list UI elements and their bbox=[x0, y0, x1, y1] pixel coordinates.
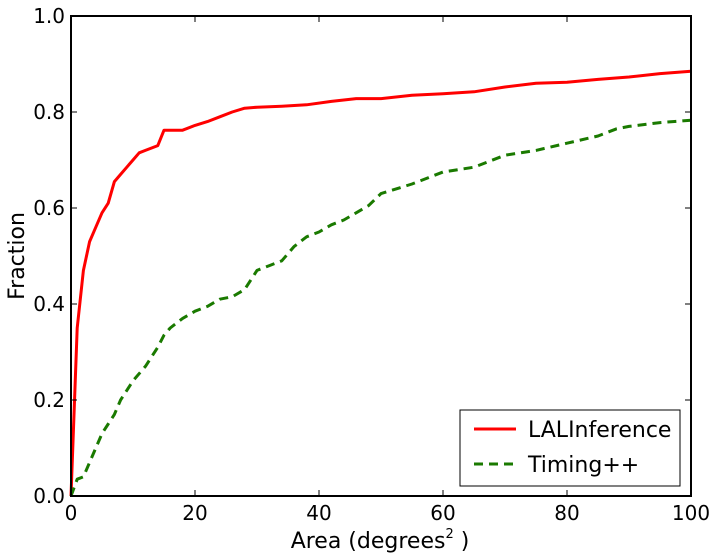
tick-labels: 0 20 40 60 80 100 0.0 0.2 0.4 0.6 0.8 1.0 bbox=[33, 4, 710, 525]
x-axis-label-main: Area (degrees bbox=[291, 529, 446, 554]
series-line-lalinference bbox=[69, 69, 692, 497]
y-tick-label: 0.0 bbox=[33, 484, 65, 508]
series-line-timing- bbox=[69, 118, 692, 497]
x-axis-label-superscript: 2 bbox=[445, 527, 453, 542]
y-tick-label: 0.4 bbox=[33, 292, 65, 316]
plot-frame bbox=[70, 15, 692, 497]
x-tick-label: 20 bbox=[182, 501, 207, 525]
y-tick-label: 0.8 bbox=[33, 100, 65, 124]
y-tick-label: 1.0 bbox=[33, 4, 65, 28]
legend-box bbox=[459, 409, 681, 487]
legend-label-lalinference: LALInference bbox=[528, 418, 671, 443]
x-tick-label: 60 bbox=[430, 501, 455, 525]
x-axis-label-end: ) bbox=[454, 529, 470, 554]
x-tick-label: 40 bbox=[306, 501, 331, 525]
legend-label-timing: Timing++ bbox=[527, 453, 639, 478]
series-layer bbox=[69, 69, 692, 497]
legend: LALInference Timing++ bbox=[459, 409, 681, 487]
x-tick-label: 0 bbox=[65, 501, 78, 525]
x-tick-label: 80 bbox=[554, 501, 579, 525]
x-tick-label: 100 bbox=[672, 501, 710, 525]
y-tick-label: 0.2 bbox=[33, 388, 65, 412]
y-tick-label: 0.6 bbox=[33, 196, 65, 220]
y-axis-label: Fraction bbox=[5, 212, 30, 300]
ticks-layer bbox=[71, 16, 691, 496]
x-axis-label: Area (degrees2 ) bbox=[291, 527, 470, 554]
